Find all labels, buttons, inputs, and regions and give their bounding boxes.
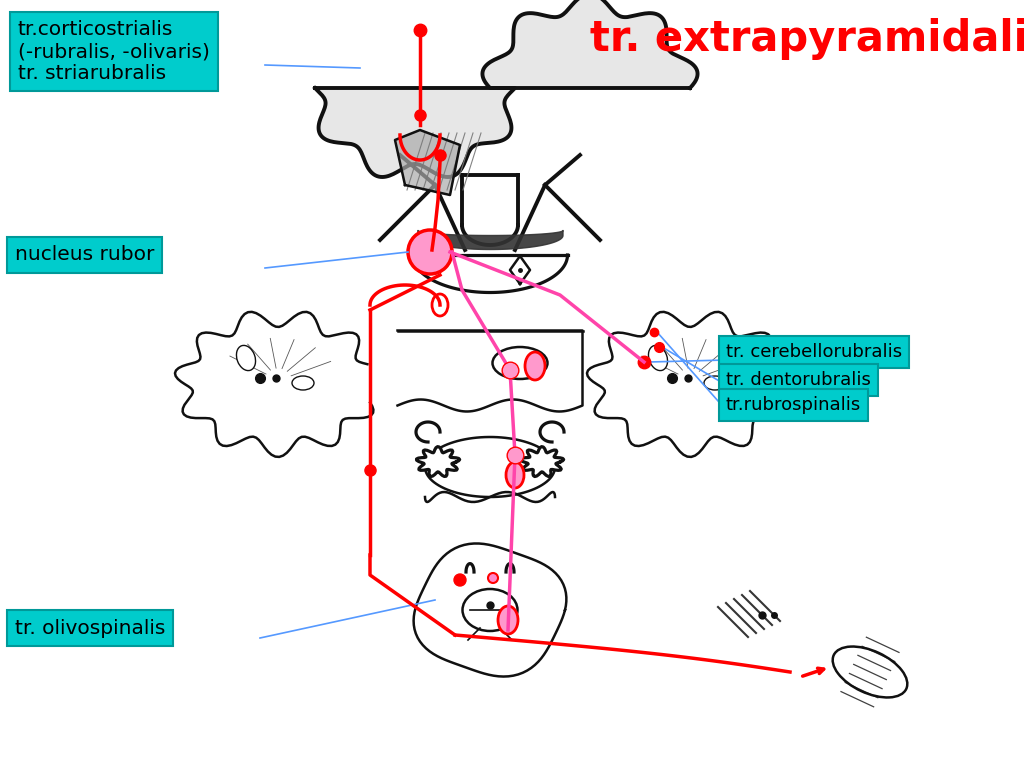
Polygon shape	[413, 255, 567, 293]
Text: tr.corticostrialis
(-rubralis, -olivaris)
tr. striarubralis: tr.corticostrialis (-rubralis, -olivaris…	[18, 20, 210, 83]
Circle shape	[488, 573, 498, 583]
Polygon shape	[587, 312, 785, 457]
Ellipse shape	[833, 647, 907, 697]
Text: tr.rubrospinalis: tr.rubrospinalis	[726, 396, 861, 414]
Ellipse shape	[237, 346, 256, 371]
Polygon shape	[414, 544, 566, 677]
Polygon shape	[395, 130, 460, 195]
Polygon shape	[425, 437, 555, 497]
Polygon shape	[520, 447, 563, 476]
Text: tr. extrapyramidalis: tr. extrapyramidalis	[590, 18, 1024, 60]
Polygon shape	[175, 312, 374, 457]
Polygon shape	[510, 256, 530, 284]
Polygon shape	[397, 330, 583, 412]
Ellipse shape	[525, 352, 545, 380]
Ellipse shape	[498, 606, 518, 634]
Ellipse shape	[432, 294, 449, 316]
Circle shape	[408, 230, 452, 274]
Text: tr. cerebellorubralis: tr. cerebellorubralis	[726, 343, 902, 361]
Ellipse shape	[463, 589, 517, 631]
Text: nucleus rubor: nucleus rubor	[15, 246, 155, 264]
Circle shape	[454, 574, 466, 586]
Text: tr. olivospinalis: tr. olivospinalis	[15, 618, 165, 637]
Text: tr. dentorubralis: tr. dentorubralis	[726, 371, 870, 389]
Ellipse shape	[648, 346, 668, 371]
Ellipse shape	[493, 347, 548, 379]
Polygon shape	[315, 88, 515, 177]
Polygon shape	[482, 0, 697, 88]
Ellipse shape	[292, 376, 314, 390]
Ellipse shape	[506, 462, 524, 488]
Polygon shape	[417, 447, 460, 476]
Ellipse shape	[705, 376, 726, 390]
